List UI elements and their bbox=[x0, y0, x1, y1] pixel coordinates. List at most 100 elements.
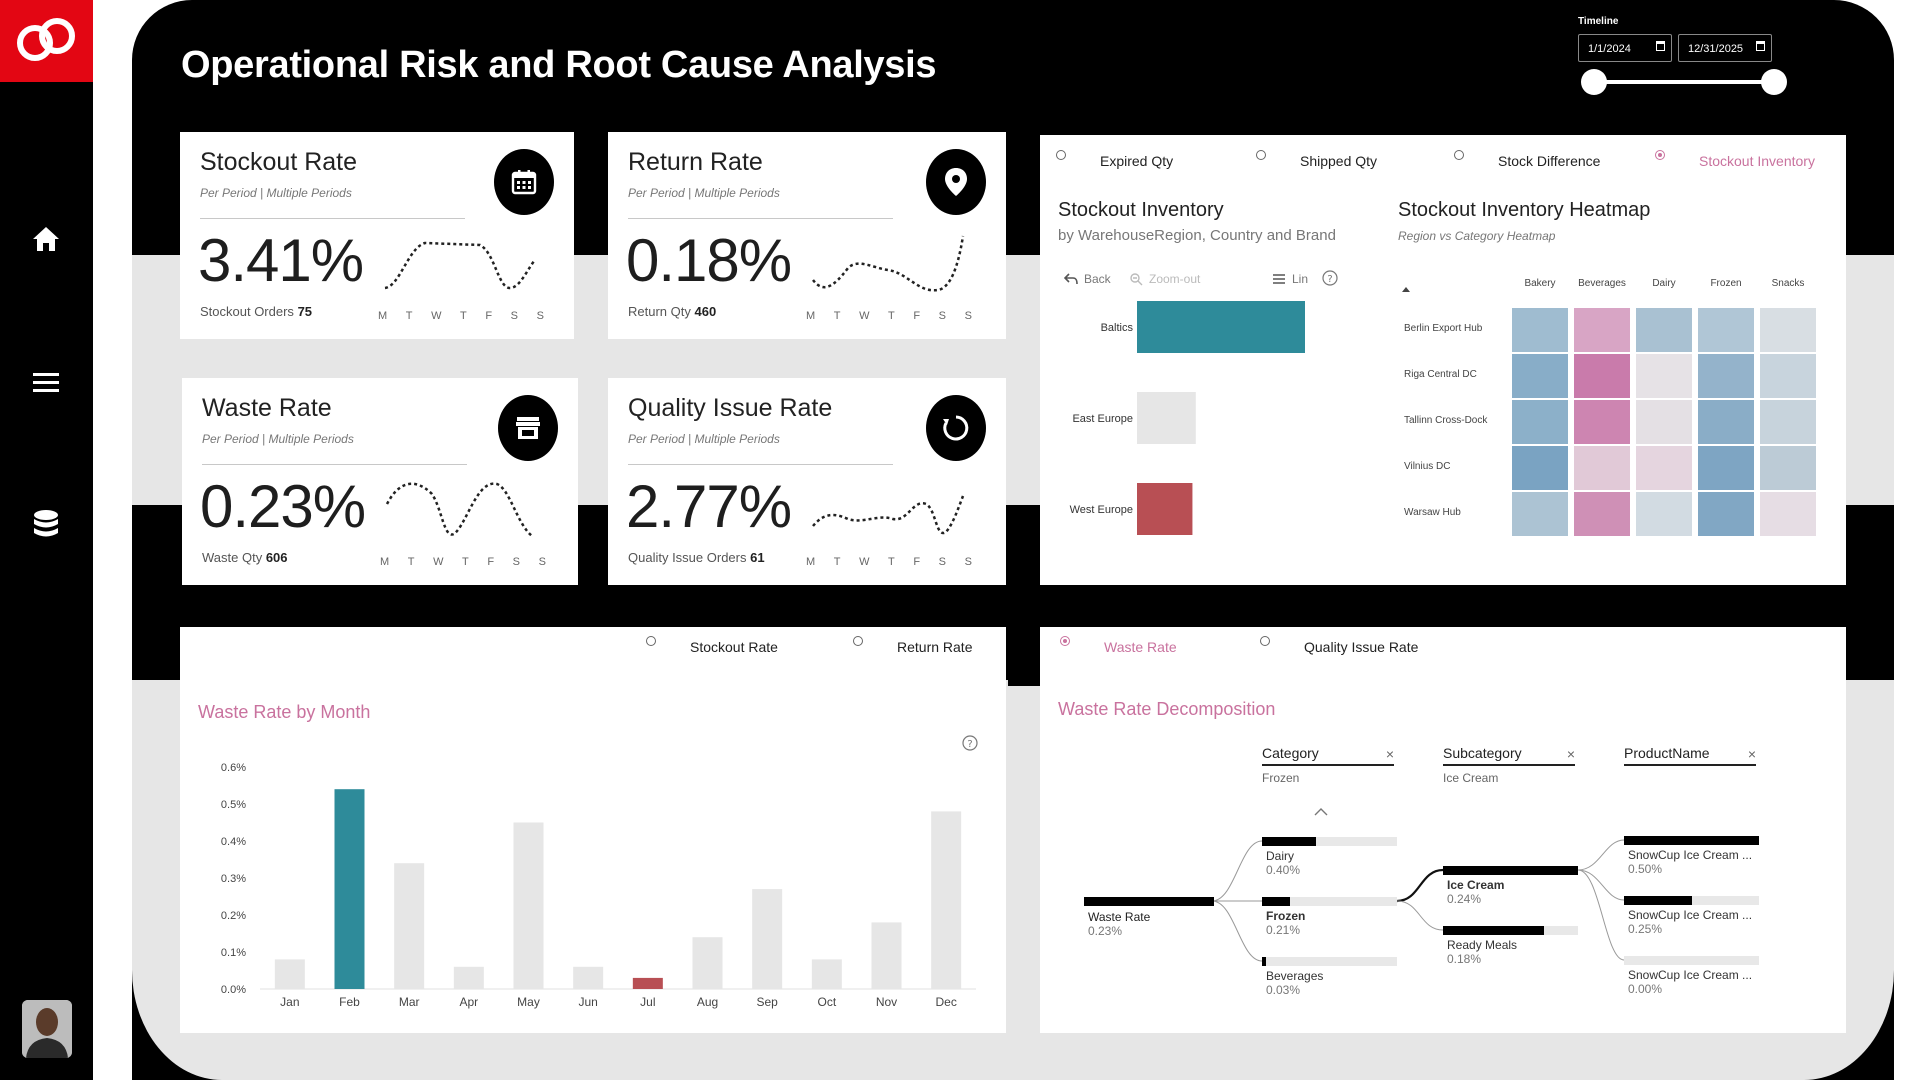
toggle-return-rate[interactable]: Return Rate bbox=[853, 636, 972, 655]
heatmap-cell[interactable] bbox=[1574, 492, 1630, 536]
region-bar[interactable] bbox=[1137, 483, 1193, 535]
timeline-start-handle[interactable] bbox=[1581, 69, 1607, 95]
heatmap-row-label: Berlin Export Hub bbox=[1404, 323, 1483, 334]
zoom-out-button[interactable]: Zoom-out bbox=[1130, 272, 1200, 286]
heatmap-cell[interactable] bbox=[1698, 446, 1754, 490]
heatmap-cell[interactable] bbox=[1574, 354, 1630, 398]
bar-dec[interactable] bbox=[931, 811, 962, 989]
x-tick-label: Jan bbox=[280, 995, 299, 1009]
heatmap-cell[interactable] bbox=[1636, 400, 1692, 444]
bar-mar[interactable] bbox=[394, 863, 425, 989]
bar-apr[interactable] bbox=[453, 966, 484, 989]
heatmap-cell[interactable] bbox=[1512, 354, 1568, 398]
bar-aug[interactable] bbox=[692, 937, 723, 989]
timeline-start-date[interactable]: 1/1/2024 bbox=[1578, 34, 1672, 62]
toggle-stockout-rate[interactable]: Stockout Rate bbox=[646, 636, 778, 655]
heatmap-cell[interactable] bbox=[1636, 446, 1692, 490]
user-photo-icon bbox=[22, 1000, 72, 1058]
heatmap-cell[interactable] bbox=[1760, 400, 1816, 444]
heatmap-cell[interactable] bbox=[1574, 446, 1630, 490]
heatmap-cell[interactable] bbox=[1698, 354, 1754, 398]
back-button[interactable]: Back bbox=[1064, 272, 1111, 286]
heatmap-cell[interactable] bbox=[1760, 492, 1816, 536]
bar-feb[interactable] bbox=[334, 789, 365, 989]
left-rail bbox=[0, 0, 93, 1080]
sort-ascending-icon[interactable] bbox=[1402, 285, 1410, 293]
heatmap-cell[interactable] bbox=[1574, 308, 1630, 352]
decomp-category-node-bar[interactable] bbox=[1262, 897, 1397, 906]
heatmap-cell[interactable] bbox=[1512, 446, 1568, 490]
nav-home-button[interactable] bbox=[16, 215, 76, 263]
decomp-category-node-label: Frozen 0.21% bbox=[1266, 909, 1306, 937]
kpi-card-quality[interactable]: Quality Issue Rate Per Period | Multiple… bbox=[608, 378, 1006, 585]
close-icon[interactable]: × bbox=[1385, 746, 1394, 762]
toggle-stock-difference[interactable]: Stock Difference bbox=[1454, 150, 1600, 169]
bar-jan[interactable] bbox=[274, 959, 305, 989]
toggle-quality-issue-rate[interactable]: Quality Issue Rate bbox=[1260, 636, 1418, 655]
kpi-card-waste[interactable]: Waste Rate Per Period | Multiple Periods… bbox=[182, 378, 578, 585]
toggle-expired-qty[interactable]: Expired Qty bbox=[1056, 150, 1173, 169]
decomp-product-node-bar[interactable] bbox=[1624, 896, 1759, 905]
x-tick-label: Nov bbox=[876, 995, 897, 1009]
y-tick-label: 0.6% bbox=[221, 762, 246, 774]
heatmap-cell[interactable] bbox=[1698, 492, 1754, 536]
timeline-end-handle[interactable] bbox=[1761, 69, 1787, 95]
brand-logo[interactable] bbox=[0, 0, 93, 82]
decomp-header-subcategory[interactable]: Subcategory × bbox=[1443, 745, 1575, 766]
heatmap-cell[interactable] bbox=[1636, 308, 1692, 352]
toggle-shipped-qty[interactable]: Shipped Qty bbox=[1256, 150, 1377, 169]
chevron-up-icon[interactable] bbox=[1314, 807, 1328, 817]
heatmap-cell[interactable] bbox=[1760, 354, 1816, 398]
nav-database-button[interactable] bbox=[16, 500, 76, 548]
close-icon[interactable]: × bbox=[1566, 746, 1575, 762]
region-bar[interactable] bbox=[1137, 301, 1305, 353]
timeline-end-date[interactable]: 12/31/2025 bbox=[1678, 34, 1772, 62]
scale-toggle-button[interactable]: Lin bbox=[1272, 272, 1308, 286]
decomp-subcategory-node-bar[interactable] bbox=[1443, 926, 1578, 935]
heatmap-cell[interactable] bbox=[1512, 492, 1568, 536]
heatmap-cell[interactable] bbox=[1512, 308, 1568, 352]
toggle-stockout-inventory[interactable]: Stockout Inventory bbox=[1655, 150, 1815, 169]
y-tick-label: 0.0% bbox=[221, 984, 246, 996]
heatmap-cell[interactable] bbox=[1760, 308, 1816, 352]
heatmap-title: Stockout Inventory Heatmap bbox=[1398, 199, 1651, 221]
help-button[interactable]: ? bbox=[1322, 270, 1338, 286]
decomp-subcategory-node-bar[interactable] bbox=[1443, 866, 1578, 875]
close-icon[interactable]: × bbox=[1747, 746, 1756, 762]
database-icon bbox=[34, 510, 58, 537]
timeline-slider-track[interactable] bbox=[1594, 80, 1774, 84]
decomp-category-node-bar[interactable] bbox=[1262, 957, 1397, 966]
decomp-category-node-bar[interactable] bbox=[1262, 837, 1397, 846]
bar-sep[interactable] bbox=[752, 889, 783, 989]
region-bar[interactable] bbox=[1137, 392, 1196, 444]
heatmap-cell[interactable] bbox=[1698, 400, 1754, 444]
x-tick-label: Apr bbox=[459, 995, 478, 1009]
heatmap-row-label: Riga Central DC bbox=[1404, 369, 1477, 380]
decomp-header-productname[interactable]: ProductName × bbox=[1624, 745, 1756, 766]
kpi-card-stockout[interactable]: Stockout Rate Per Period | Multiple Peri… bbox=[180, 132, 574, 339]
bar-may[interactable] bbox=[513, 822, 544, 990]
chart-help-button[interactable]: ? bbox=[962, 735, 978, 751]
user-avatar[interactable] bbox=[22, 1000, 72, 1058]
decomp-root-bar[interactable] bbox=[1084, 897, 1214, 906]
heatmap-cell[interactable] bbox=[1698, 308, 1754, 352]
heatmap-cell[interactable] bbox=[1574, 400, 1630, 444]
bar-jul[interactable] bbox=[632, 977, 663, 989]
heatmap-cell[interactable] bbox=[1636, 492, 1692, 536]
bar-nov[interactable] bbox=[871, 922, 902, 989]
toggle-waste-rate[interactable]: Waste Rate bbox=[1060, 636, 1177, 655]
bar-oct[interactable] bbox=[811, 959, 842, 989]
decomp-root-label: Waste Rate 0.23% bbox=[1088, 910, 1151, 938]
decomp-product-node-bar[interactable] bbox=[1624, 956, 1759, 965]
nav-menu-button[interactable] bbox=[16, 358, 76, 406]
region-label: West Europe bbox=[1070, 504, 1133, 516]
decomp-product-node-bar[interactable] bbox=[1624, 836, 1759, 845]
heatmap-cell[interactable] bbox=[1760, 446, 1816, 490]
heatmap-row-label: Warsaw Hub bbox=[1404, 507, 1461, 518]
decomp-header-category[interactable]: Category × bbox=[1262, 745, 1394, 766]
heatmap-cell[interactable] bbox=[1636, 354, 1692, 398]
refresh-icon bbox=[926, 395, 986, 461]
bar-jun[interactable] bbox=[573, 966, 604, 989]
kpi-card-return[interactable]: Return Rate Per Period | Multiple Period… bbox=[608, 132, 1006, 339]
heatmap-cell[interactable] bbox=[1512, 400, 1568, 444]
